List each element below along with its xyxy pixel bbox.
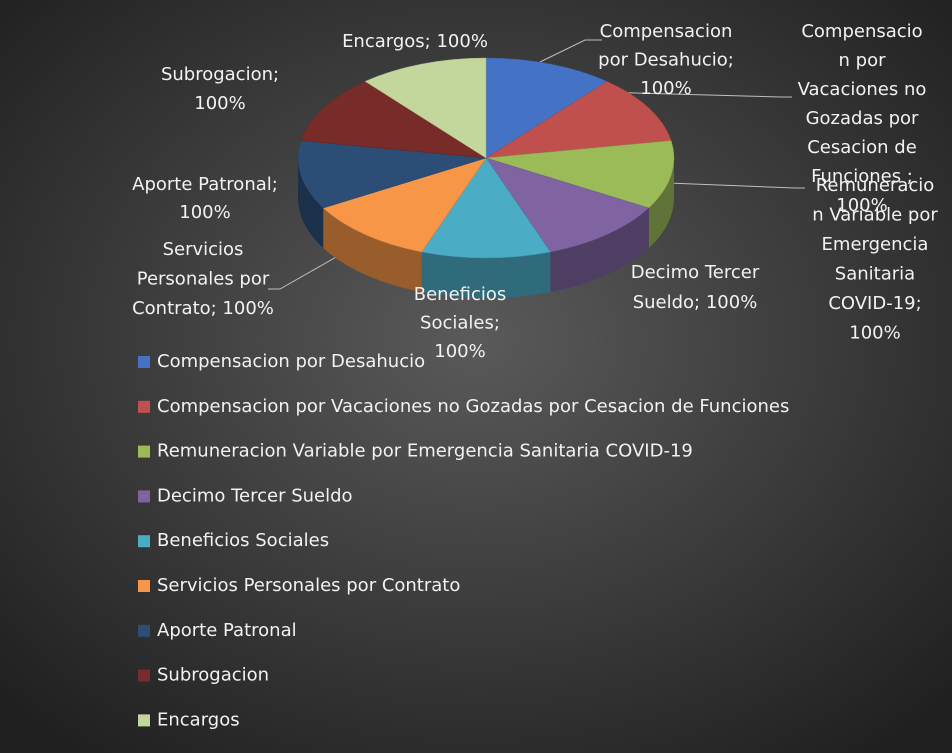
slice-side: [550, 208, 649, 292]
legend-swatch: [138, 490, 150, 503]
data-label: Sociales;: [420, 313, 500, 334]
leader-line: [539, 39, 602, 63]
slice: [297, 140, 487, 209]
slice: [322, 157, 487, 253]
legend-swatch: [138, 669, 150, 682]
data-label: Encargos; 100%: [342, 31, 488, 52]
data-label: Personales por: [137, 269, 270, 290]
data-label: Servicios: [163, 239, 244, 260]
data-label: Sueldo; 100%: [633, 292, 758, 313]
legend-swatch: [138, 400, 150, 413]
slice-side: [421, 251, 551, 299]
leader-line: [667, 182, 805, 189]
leader-line: [268, 247, 353, 290]
legend-label: Aporte Patronal: [157, 620, 297, 641]
legend-label: Encargos: [157, 709, 240, 730]
data-label: Decimo Tercer: [631, 262, 760, 283]
legend-label: Servicios Personales por Contrato: [157, 575, 460, 596]
legend-label: Compensacion por Vacaciones no Gozadas p…: [157, 396, 789, 417]
slice: [485, 81, 672, 159]
legend-swatch: [138, 535, 150, 548]
data-label: Cesacion de: [807, 137, 917, 158]
legend-label: Subrogacion: [157, 665, 269, 686]
data-label: COVID-19;: [828, 293, 921, 314]
data-label: Sanitaria: [835, 264, 915, 285]
data-label: 100%: [836, 195, 887, 216]
data-label: Subrogacion;: [161, 64, 279, 85]
legend-swatch: [138, 445, 150, 458]
data-label: n Variable por: [812, 205, 938, 226]
data-label: 100%: [194, 93, 245, 114]
slice: [485, 157, 650, 253]
data-label: Contrato; 100%: [132, 298, 274, 319]
data-label: Emergencia: [822, 234, 929, 255]
data-label: Aporte Patronal;: [132, 174, 278, 195]
data-label: Gozadas por: [806, 108, 919, 129]
pie-sides: [298, 158, 674, 299]
legend-label: Remuneracion Variable por Emergencia San…: [157, 441, 693, 462]
data-label: por Desahucio;: [598, 50, 734, 71]
data-label: 100%: [640, 78, 691, 99]
legend-label: Compensacion por Desahucio: [157, 351, 425, 372]
slice-side: [648, 158, 674, 248]
legend-swatch: [138, 714, 150, 727]
pie-top: [297, 57, 675, 259]
data-label: Remuneracio: [816, 175, 935, 196]
slice: [485, 140, 675, 209]
data-label: 100%: [849, 323, 900, 344]
data-label: n por: [839, 50, 887, 71]
data-label: 100%: [434, 341, 485, 362]
data-label: 100%: [179, 202, 230, 223]
slice-side: [298, 158, 324, 248]
data-label: Funciones ;: [811, 166, 913, 187]
leader-lines: [268, 39, 805, 290]
legend-swatch: [138, 624, 150, 637]
data-label: Vacaciones no: [798, 79, 927, 100]
slice: [421, 157, 551, 259]
legend-swatch: [138, 356, 150, 368]
slice-side: [323, 208, 422, 292]
data-label: Compensacio: [801, 21, 922, 42]
legend-swatch: [138, 580, 150, 592]
leader-line: [599, 91, 792, 98]
data-label: Compensacion: [600, 21, 733, 42]
legend-label: Beneficios Sociales: [157, 530, 329, 551]
slice: [364, 57, 487, 159]
legend-label: Decimo Tercer Sueldo: [157, 485, 353, 506]
slice: [485, 57, 608, 159]
data-label: Beneficios: [414, 284, 507, 305]
slice: [300, 81, 487, 159]
